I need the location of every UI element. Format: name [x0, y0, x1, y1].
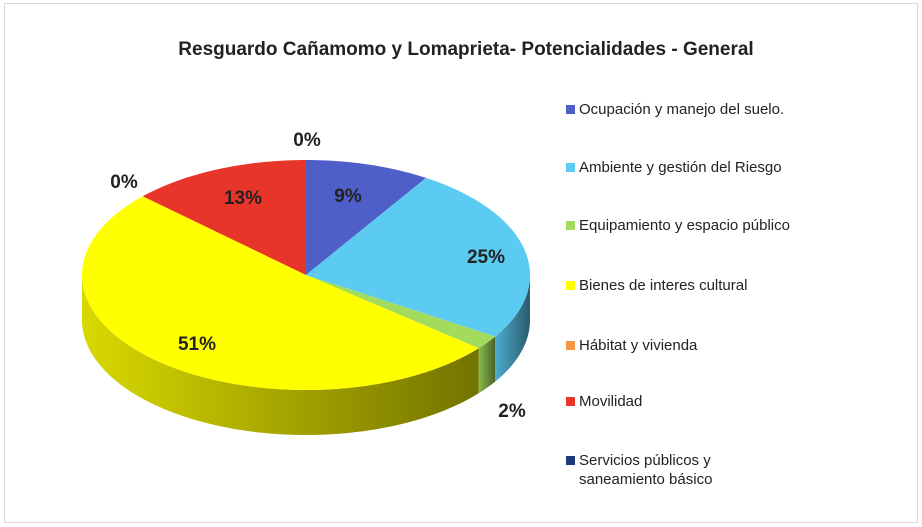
legend-label: Ocupación y manejo del suelo.: [579, 101, 785, 118]
data-label: 51%: [178, 334, 216, 355]
legend-item: Movilidad: [566, 392, 899, 411]
legend-label: Bienes de interes cultural: [579, 277, 748, 294]
legend-item: Ocupación y manejo del suelo.: [566, 100, 899, 119]
legend-swatch: [566, 397, 575, 406]
slice: [306, 160, 427, 275]
legend-swatch: [566, 221, 575, 230]
legend-label: Ambiente y gestión del Riesgo: [579, 159, 782, 176]
legend-swatch: [566, 163, 575, 172]
data-label: 0%: [110, 172, 138, 193]
legend-label: Hábitat y vivienda: [579, 337, 698, 354]
slice: [142, 160, 306, 275]
legend-item: Ambiente y gestión del Riesgo: [566, 158, 899, 177]
legend-item: Hábitat y vivienda: [566, 336, 899, 355]
legend-item: Equipamiento y espacio público: [566, 216, 899, 235]
data-label: 0%: [293, 130, 321, 151]
legend-label: Movilidad: [579, 393, 643, 410]
slice-side: [495, 275, 530, 382]
legend-swatch: [566, 456, 575, 465]
slice-side: [478, 336, 496, 394]
slice: [306, 275, 496, 349]
data-label: 2%: [498, 401, 526, 422]
data-label: 9%: [334, 186, 362, 207]
legend-swatch: [566, 281, 575, 290]
legend-label: Equipamiento y espacio público: [579, 217, 790, 234]
legend-swatch: [566, 341, 575, 350]
data-label: 25%: [467, 247, 505, 268]
slice: [306, 177, 530, 337]
legend-label: Servicios públicos y saneamiento básico: [579, 452, 713, 488]
data-label: 13%: [224, 188, 262, 209]
legend-item: Servicios públicos y saneamiento básico: [566, 451, 769, 489]
legend-swatch: [566, 105, 575, 114]
slice: [82, 196, 479, 390]
legend-item: Bienes de interes cultural: [566, 276, 899, 295]
slice-side: [82, 275, 479, 435]
chart-title: Resguardo Cañamomo y Lomaprieta- Potenci…: [178, 39, 753, 60]
